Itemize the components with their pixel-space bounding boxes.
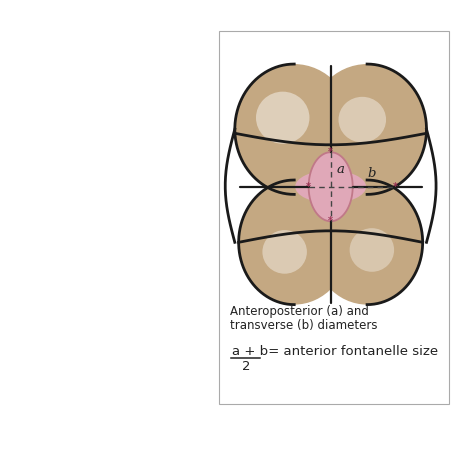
- Ellipse shape: [309, 152, 353, 221]
- Text: Anteroposterior (a) and: Anteroposterior (a) and: [230, 304, 369, 318]
- Text: *: *: [328, 147, 333, 157]
- Text: b: b: [367, 167, 375, 180]
- Ellipse shape: [295, 170, 366, 203]
- Text: = anterior fontanelle size: = anterior fontanelle size: [264, 345, 438, 358]
- Text: *: *: [328, 216, 333, 226]
- Ellipse shape: [350, 228, 394, 272]
- FancyBboxPatch shape: [219, 30, 448, 404]
- Ellipse shape: [311, 180, 423, 304]
- Ellipse shape: [256, 92, 310, 144]
- Ellipse shape: [235, 64, 354, 194]
- Text: a: a: [337, 164, 344, 176]
- Ellipse shape: [338, 97, 386, 142]
- Text: *: *: [393, 182, 398, 192]
- Ellipse shape: [308, 64, 427, 194]
- Text: a + b: a + b: [232, 345, 268, 358]
- Ellipse shape: [238, 180, 350, 304]
- Ellipse shape: [263, 230, 307, 274]
- Text: 2: 2: [242, 360, 250, 373]
- Text: *: *: [306, 182, 311, 192]
- Text: transverse (b) diameters: transverse (b) diameters: [230, 319, 377, 332]
